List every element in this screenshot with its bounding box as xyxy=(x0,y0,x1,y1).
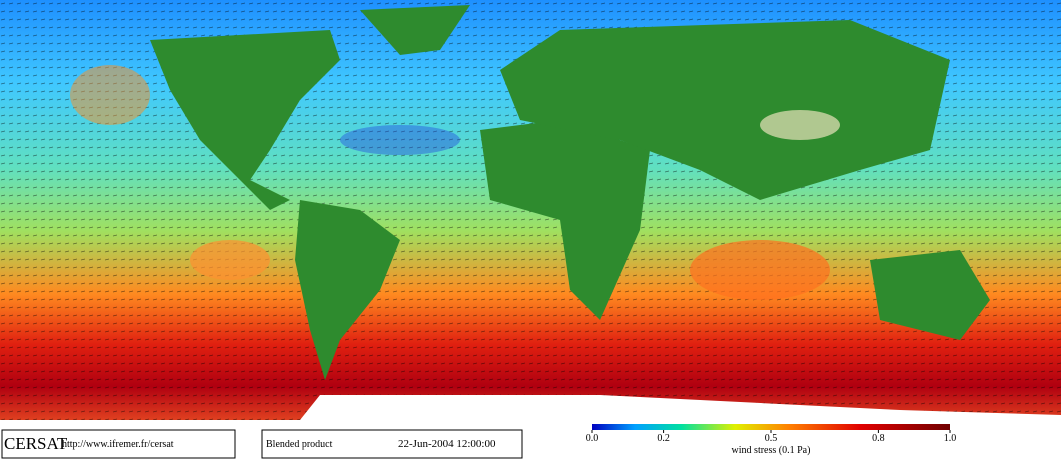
map-image xyxy=(0,0,1061,420)
colorbar-tick-label: 0.5 xyxy=(765,433,778,444)
colorbar: wind stress (0.1 Pa) xyxy=(592,424,950,456)
colorbar-tick-label: 0.0 xyxy=(586,433,599,444)
date: 22-Jun-2004 12:00:00 xyxy=(398,438,496,450)
url: http://www.ifremer.fr/cersat xyxy=(62,439,174,450)
footer: CERSAT http://www.ifremer.fr/cersat Blen… xyxy=(0,429,1061,462)
product: Blended product xyxy=(266,439,333,450)
colorbar-label: wind stress (0.1 Pa) xyxy=(732,445,811,456)
colorbar-tick-label: 1.0 xyxy=(944,433,957,444)
logo: CERSAT xyxy=(4,434,68,453)
logo-box xyxy=(1,429,236,459)
colorbar-scale xyxy=(592,424,950,430)
colorbar-tick-label: 0.2 xyxy=(657,433,670,444)
product-box xyxy=(261,429,523,459)
colorbar-tick-label: 0.8 xyxy=(872,433,885,444)
